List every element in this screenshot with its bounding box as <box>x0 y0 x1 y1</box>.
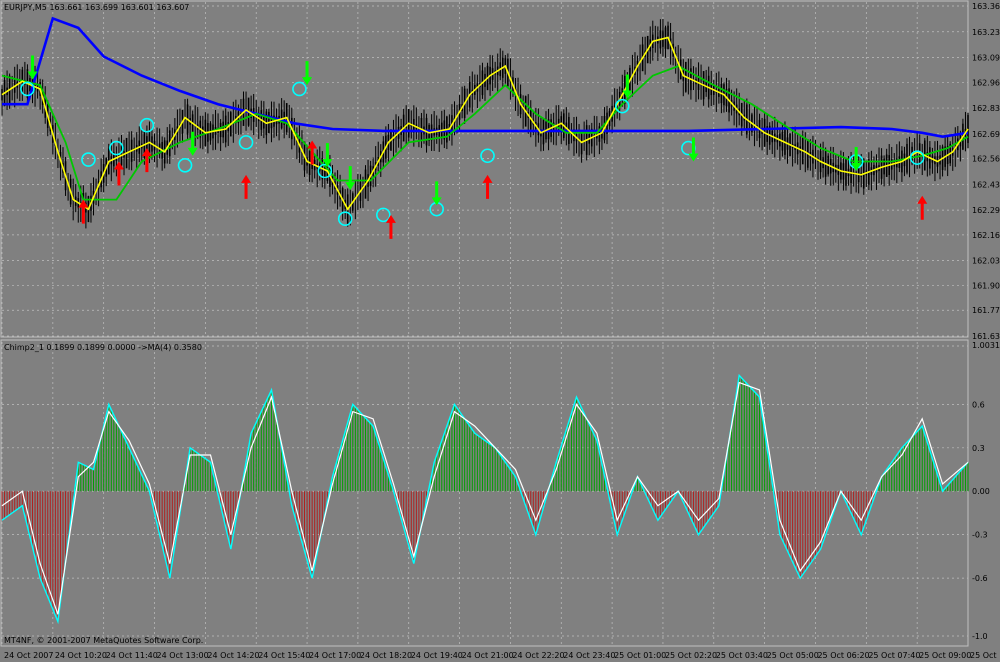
price-tick-label: 163.365 <box>972 2 1000 11</box>
oscillator-lines <box>1 373 969 625</box>
sell-arrow-icon <box>622 74 633 99</box>
sell-arrow-icon <box>688 137 699 162</box>
price-tick-label: 162.965 <box>972 78 1000 87</box>
time-tick-label: 24 Oct 17:00 <box>309 651 361 660</box>
signal-circle <box>177 157 193 173</box>
buy-arrow-icon <box>141 148 152 173</box>
time-tick-label: 25 Oct 03:40 <box>716 651 768 660</box>
time-tick-label: 25 Oct 05:00 <box>767 651 819 660</box>
signal-circle <box>614 98 630 114</box>
price-tick-label: 163.230 <box>972 28 1000 37</box>
sell-arrow-icon <box>345 166 356 191</box>
time-tick-label: 24 Oct 21:00 <box>462 651 514 660</box>
price-tick-label: 163.095 <box>972 54 1000 63</box>
price-tick-label: 162.030 <box>972 257 1000 266</box>
buy-arrow-icon <box>917 195 928 220</box>
price-tick-label: 161.900 <box>972 281 1000 290</box>
time-tick-label: 25 Oct 10:20 <box>970 651 1000 660</box>
time-tick-label: 24 Oct 18:20 <box>360 651 412 660</box>
time-tick-label: 24 Oct 19:40 <box>411 651 463 660</box>
signal-circle <box>81 152 96 167</box>
signal-circle <box>238 135 254 150</box>
time-tick-label: 25 Oct 06:20 <box>817 651 869 660</box>
sell-arrow-icon <box>187 131 198 156</box>
oscillator-line <box>1 373 969 625</box>
oscillator-tick-label: -0.6 <box>972 574 988 583</box>
price-tick-label: 162.430 <box>972 180 1000 189</box>
time-tick-label: 25 Oct 02:20 <box>665 651 717 660</box>
signal-circle <box>480 148 495 164</box>
sell-arrow-icon <box>851 147 862 171</box>
copyright-text: MT4NF, © 2001-2007 MetaQuotes Software C… <box>4 636 203 645</box>
indicator-header: Chimp2_1 0.1899 0.1899 0.0000 ->MA(4) 0.… <box>4 343 202 352</box>
price-header: EURJPY,M5 163.661 163.699 163.601 163.60… <box>4 3 189 12</box>
price-tick-label: 162.695 <box>972 130 1000 139</box>
oscillator-tick-label: 0.3 <box>972 444 985 453</box>
time-tick-label: 24 Oct 2007 <box>4 651 53 660</box>
buy-arrow-icon <box>482 174 493 199</box>
time-tick-label: 24 Oct 22:20 <box>512 651 564 660</box>
fast-ma-line <box>1 36 969 211</box>
buy-arrow-icon <box>78 199 89 224</box>
signal-circle <box>139 117 155 133</box>
oscillator-y-axis: 1.0031 0.6 0.3 0.00 -0.3 -0.6 -1.0 <box>972 341 1000 641</box>
sell-arrow-icon <box>431 181 442 206</box>
time-tick-label: 24 Oct 10:20 <box>55 651 107 660</box>
price-tick-label: 162.295 <box>972 206 1000 215</box>
oscillator-tick-label: 1.0031 <box>972 341 1000 350</box>
time-tick-label: 24 Oct 15:40 <box>258 651 310 660</box>
signal-circle <box>292 81 307 97</box>
sell-arrow-icon <box>302 61 313 86</box>
oscillator-tick-label: 0.6 <box>972 400 985 409</box>
signal-circle <box>20 81 35 97</box>
price-tick-label: 162.165 <box>972 231 1000 240</box>
time-tick-label: 24 Oct 11:40 <box>106 651 158 660</box>
signal-circle <box>317 163 333 179</box>
signal-markers <box>20 55 928 239</box>
buy-arrow-icon <box>385 214 396 239</box>
sell-arrow-icon <box>322 143 333 168</box>
buy-arrow-icon <box>241 174 252 199</box>
signal-circle <box>376 207 391 223</box>
time-tick-label: 25 Oct 09:00 <box>919 651 971 660</box>
price-grid <box>1 2 969 337</box>
long-ma-line <box>2 16 969 139</box>
oscillator-tick-label: 0.00 <box>972 487 990 496</box>
time-tick-label: 25 Oct 01:00 <box>614 651 666 660</box>
time-tick-label: 24 Oct 14:20 <box>207 651 259 660</box>
oscillator-tick-label: -0.3 <box>972 531 988 540</box>
time-tick-label: 24 Oct 13:00 <box>157 651 209 660</box>
price-tick-label: 162.830 <box>972 104 1000 113</box>
buy-arrow-icon <box>307 140 318 165</box>
signal-circle <box>909 150 925 165</box>
signal-circle <box>337 211 353 226</box>
price-tick-label: 162.565 <box>972 155 1000 164</box>
time-tick-label: 24 Oct 23:40 <box>563 651 615 660</box>
price-tick-label: 161.635 <box>972 332 1000 341</box>
price-y-axis: 163.365 163.230 163.095 162.965 162.830 162.6… <box>972 2 1000 341</box>
oscillator-tick-label: -1.0 <box>972 632 988 641</box>
time-tick-label: 25 Oct 07:40 <box>868 651 920 660</box>
signal-circle <box>109 140 124 156</box>
price-tick-label: 161.770 <box>972 306 1000 315</box>
oscillator-ma-line <box>1 381 969 615</box>
sell-arrow-icon <box>27 55 38 80</box>
buy-arrow-icon <box>113 161 124 186</box>
